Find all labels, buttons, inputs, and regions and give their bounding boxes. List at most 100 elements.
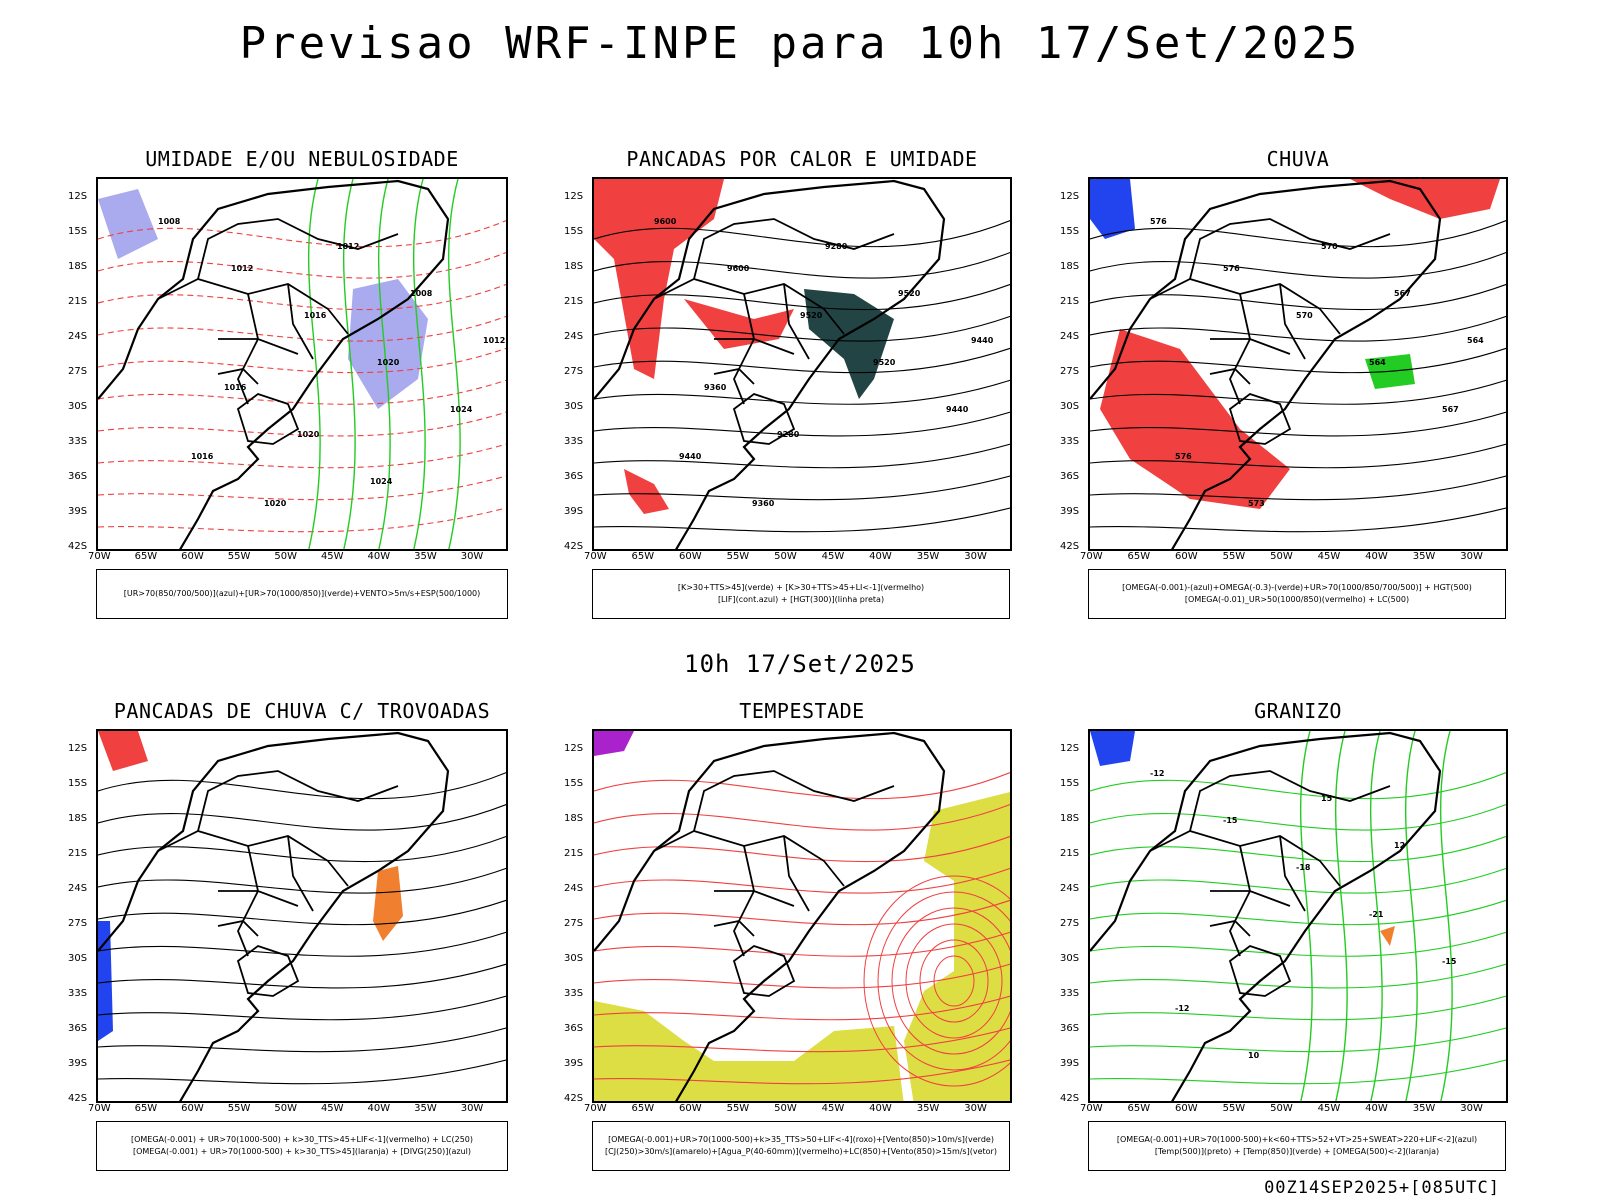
contour-label: 9280 bbox=[825, 242, 848, 251]
lon-tick-label: 40W bbox=[1365, 551, 1388, 562]
map-trovoadas bbox=[96, 729, 508, 1103]
contour-line bbox=[1090, 283, 1506, 311]
country-border bbox=[693, 770, 895, 832]
lat-tick-label: 27S bbox=[564, 366, 584, 377]
country-border bbox=[733, 293, 755, 405]
lat-tick-label: 30S bbox=[68, 953, 88, 964]
contour-label: -15 bbox=[1442, 957, 1457, 966]
shaded-region bbox=[1090, 179, 1135, 239]
contour-label: 9600 bbox=[727, 264, 750, 273]
legend-line: [OMEGA(-0.01)_UR>50(1000/850)(vermelho) … bbox=[1184, 595, 1410, 604]
lat-tick-label: 42S bbox=[564, 1093, 584, 1104]
country-border bbox=[1279, 835, 1306, 912]
contour-line bbox=[1090, 411, 1506, 437]
lon-tick-label: 45W bbox=[1317, 1103, 1341, 1114]
country-border bbox=[732, 944, 796, 997]
contour-line bbox=[1090, 995, 1506, 1021]
contour-line bbox=[98, 931, 506, 957]
contour-label: 1016 bbox=[224, 383, 247, 392]
contour-line bbox=[98, 283, 506, 311]
contour-label: 9360 bbox=[752, 499, 775, 508]
shaded-region bbox=[98, 731, 148, 771]
lon-tick-label: 60W bbox=[1175, 1103, 1198, 1114]
contour-line bbox=[594, 995, 1010, 1021]
shaded-region bbox=[1380, 926, 1395, 946]
contour-label: 1016 bbox=[191, 452, 214, 461]
contour-line bbox=[1090, 1027, 1506, 1053]
lon-tick-label: 35W bbox=[1412, 1103, 1436, 1114]
lon-tick-label: 35W bbox=[414, 551, 437, 562]
legend-line: [OMEGA(-0.001)+UR>70(1000-500)+k>35_TTS>… bbox=[608, 1135, 994, 1144]
lat-tick-label: 42S bbox=[564, 541, 584, 552]
lat-tick-label: 36S bbox=[564, 1023, 584, 1034]
contour-line bbox=[594, 507, 1010, 533]
lon-tick-label: 50W bbox=[1270, 1103, 1293, 1114]
map-features bbox=[594, 731, 1010, 1101]
lat-tick-label: 15S bbox=[68, 778, 88, 789]
lat-tick-label: 12S bbox=[68, 191, 88, 202]
lat-tick-label: 12S bbox=[1060, 191, 1080, 202]
contour-label: 1016 bbox=[304, 311, 327, 320]
lat-tick-label: 12S bbox=[564, 743, 584, 754]
legend-line: [Temp(500)](preto) + [Temp(850)](verde) … bbox=[1154, 1147, 1440, 1156]
coastline bbox=[1090, 731, 1442, 1101]
contour-line bbox=[1090, 867, 1506, 894]
lon-tick-label: 45W bbox=[320, 1103, 344, 1114]
lon-tick-label: 35W bbox=[916, 1103, 940, 1114]
lat-tick-label: 18S bbox=[1060, 261, 1080, 272]
country-border bbox=[653, 278, 845, 335]
lat-tick-label: 24S bbox=[68, 883, 88, 894]
contour-line bbox=[594, 1059, 1010, 1085]
lat-tick-label: 42S bbox=[68, 541, 88, 552]
map-features: -12 -15 -18 -21 -15 -12 10 15 12 bbox=[1090, 731, 1506, 1101]
lon-tick-label: 60W bbox=[1175, 551, 1198, 562]
lat-tick-label: 39S bbox=[564, 506, 584, 517]
lon-tick-label: 65W bbox=[1127, 551, 1151, 562]
country-border bbox=[217, 368, 259, 385]
contour-line-green bbox=[343, 179, 356, 549]
contour-label: 573 bbox=[1248, 499, 1265, 508]
lon-tick-label: 40W bbox=[869, 1103, 892, 1114]
lat-tick-label: 24S bbox=[564, 331, 584, 342]
lat-tick-label: 15S bbox=[564, 226, 584, 237]
contour-label: -18 bbox=[1296, 863, 1311, 872]
lon-tick-label: 70W bbox=[88, 1103, 111, 1114]
country-border bbox=[653, 830, 845, 887]
legend-line: [LIF](cont.azul) + [HGT(300)](linha pret… bbox=[717, 595, 885, 604]
contour-label: 10 bbox=[1248, 1051, 1260, 1060]
contour-label: 9280 bbox=[777, 430, 800, 439]
lon-tick-label: 50W bbox=[274, 1103, 297, 1114]
lon-tick-label: 55W bbox=[726, 551, 750, 562]
country-border bbox=[1149, 830, 1341, 887]
panel-title-chuva: CHUVA bbox=[1266, 147, 1330, 171]
country-border bbox=[237, 293, 259, 405]
contour-line bbox=[594, 867, 1010, 894]
contour-label: 570 bbox=[1296, 311, 1313, 320]
contour-label: 12 bbox=[1394, 841, 1405, 850]
contour-label: 1020 bbox=[377, 358, 400, 367]
streamline bbox=[863, 875, 1010, 1087]
coastline bbox=[1090, 179, 1442, 549]
map-svg: 576 576 570 564 567 576 573 570 567 564 bbox=[1090, 179, 1506, 549]
country-border bbox=[713, 368, 755, 385]
country-border bbox=[1210, 890, 1291, 907]
contour-label: 9520 bbox=[800, 311, 823, 320]
lat-tick-label: 21S bbox=[68, 848, 88, 859]
lat-tick-label: 21S bbox=[1060, 848, 1080, 859]
lat-tick-label: 24S bbox=[1060, 883, 1080, 894]
lon-tick-label: 65W bbox=[134, 1103, 158, 1114]
contour-line bbox=[1090, 803, 1506, 831]
lat-tick-label: 21S bbox=[564, 848, 584, 859]
contour-line bbox=[98, 835, 506, 863]
legend-tempestade: [OMEGA(-0.001)+UR>70(1000-500)+k>35_TTS>… bbox=[592, 1121, 1010, 1171]
lon-tick-label: 55W bbox=[227, 1103, 251, 1114]
country-border bbox=[287, 283, 314, 360]
contour-line bbox=[98, 315, 506, 342]
lat-tick-label: 24S bbox=[68, 331, 88, 342]
lat-tick-label: 36S bbox=[1060, 1023, 1080, 1034]
country-border bbox=[732, 392, 796, 445]
lat-tick-label: 36S bbox=[68, 1023, 88, 1034]
lon-tick-label: 70W bbox=[584, 551, 607, 562]
shaded-region bbox=[98, 189, 158, 259]
country-border bbox=[1189, 770, 1391, 832]
